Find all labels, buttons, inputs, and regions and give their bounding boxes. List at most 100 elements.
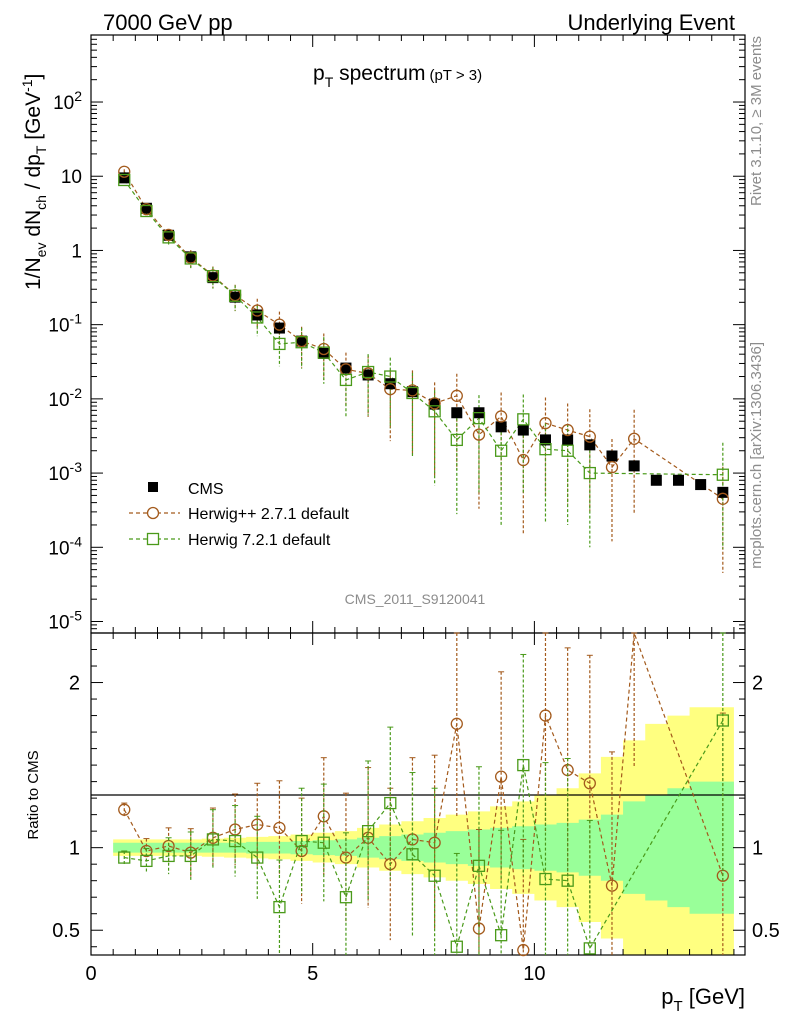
data-point-cms: [584, 439, 596, 451]
data-point-cms: [517, 424, 529, 436]
data-point-herwig7: [428, 405, 441, 418]
ratio-point-herwig7: [450, 940, 463, 953]
data-point-cms: [672, 474, 684, 486]
main-panel-series: [118, 165, 729, 574]
legend-label-herwigpp: Herwig++ 2.7.1 default: [188, 506, 350, 523]
data-point-herwig7: [206, 270, 220, 283]
data-point-cms: [140, 202, 152, 214]
series-line-ratio: [124, 720, 724, 950]
ratio-point-herwigpp: [583, 777, 596, 790]
series-line-main: [123, 171, 724, 500]
data-point-herwig7: [140, 204, 153, 218]
data-point-herwigpp: [539, 417, 552, 430]
y-tick-label-ratio: 0.5: [52, 920, 80, 942]
ratio-uncertainty-bands: [113, 707, 734, 955]
ratio-point-herwig7: [428, 869, 441, 882]
y-tick-label-ratio: 1: [69, 838, 80, 860]
y-tick-label-main: 10-4: [48, 533, 82, 559]
data-point-cms: [118, 172, 130, 184]
ratio-point-herwig7: [583, 942, 596, 955]
data-point-herwigpp: [628, 432, 641, 445]
header-right: Underlying Event: [567, 10, 735, 35]
legend-label-cms: CMS: [188, 481, 224, 498]
y-tick-label-main: 10-3: [48, 459, 82, 485]
data-point-cms: [273, 322, 285, 334]
header-left: 7000 GeV pp: [103, 10, 233, 35]
data-point-cms: [163, 229, 175, 241]
data-point-cms: [229, 291, 241, 303]
y-tick-label-ratio-right: 2: [752, 673, 763, 695]
ratio-point-herwig7: [716, 714, 729, 727]
legend-marker-herwig7: [146, 532, 160, 546]
y-tick-label-main: 10-1: [48, 311, 82, 337]
ratio-point-herwig7: [228, 834, 242, 848]
axis-tick-labels: 0 5 10 10-5 10-4 10-3 10-2 10-1 1 10 102 0.5 0.5 1 1 2 2: [48, 88, 779, 985]
data-point-cms: [451, 407, 463, 419]
y-tick-label-ratio-right: 1: [752, 838, 763, 860]
data-point-herwig7: [251, 311, 264, 324]
data-point-cms: [539, 434, 551, 446]
data-point-herwigpp: [384, 383, 397, 396]
data-point-cms: [650, 474, 662, 486]
ratio-point-herwig7: [295, 834, 308, 848]
ratio-point-herwig7: [317, 836, 330, 849]
ratio-point-herwig7: [339, 891, 353, 904]
data-point-herwig7: [561, 444, 574, 457]
legend-marker-herwigpp: [146, 506, 160, 520]
ratio-panel-series: [118, 632, 729, 957]
data-point-herwig7: [295, 336, 308, 349]
legend-label-herwig7: Herwig 7.2.1 default: [188, 532, 331, 549]
data-point-herwig7: [228, 289, 242, 302]
data-point-herwig7: [583, 466, 596, 480]
ratio-point-herwig7: [140, 854, 153, 868]
data-point-herwigpp: [118, 165, 131, 178]
ratio-point-herwig7: [206, 833, 220, 846]
y-axis-label-main: 1/Nev dNch / dpT [GeV-1]: [19, 74, 49, 290]
axis-ticks: [90, 34, 745, 955]
ratio-plot-frame: [90, 632, 746, 956]
y-tick-label-main: 1: [71, 241, 82, 262]
data-point-herwig7: [339, 373, 353, 387]
plot-title: pT spectrum (pT > 3): [313, 62, 482, 90]
ratio-point-herwig7: [251, 851, 264, 864]
y-tick-label-ratio-right: 0.5: [752, 920, 780, 942]
ratio-point-herwigpp: [539, 709, 552, 722]
data-point-herwig7: [162, 231, 175, 244]
data-point-cms: [185, 251, 197, 263]
legend-marker-cms: [148, 482, 158, 492]
data-point-herwigpp: [561, 423, 574, 437]
ratio-point-herwig7: [406, 848, 419, 861]
data-point-herwigpp: [450, 389, 463, 402]
data-point-herwig7: [472, 411, 486, 425]
y-axis-label-ratio: Ratio to CMS: [25, 750, 42, 839]
y-tick-label-ratio: 2: [69, 673, 80, 695]
data-point-herwigpp: [428, 397, 441, 410]
ratio-point-herwigpp: [494, 770, 508, 783]
data-point-herwig7: [539, 443, 552, 456]
data-point-cms: [695, 479, 707, 491]
data-point-herwigpp: [251, 304, 264, 317]
data-point-cms: [251, 309, 263, 321]
data-point-cms: [495, 421, 507, 433]
rivet-version-label: Rivet 3.1.10, ≥ 3M events: [748, 36, 765, 206]
ratio-point-herwig7: [184, 849, 197, 863]
ratio-point-herwig7: [539, 872, 552, 886]
data-point-herwig7: [494, 444, 508, 457]
data-point-herwig7: [273, 337, 286, 351]
series-line-main: [123, 179, 723, 476]
ratio-point-herwig7: [273, 900, 286, 914]
ratio-point-herwig7: [494, 929, 508, 942]
data-point-herwigpp: [472, 428, 486, 441]
data-point-herwigpp: [716, 492, 729, 505]
ratio-point-herwigpp: [450, 717, 463, 730]
data-point-herwig7: [517, 413, 530, 426]
ratio-point-herwig7: [118, 851, 131, 864]
analysis-id-watermark: CMS_2011_S9120041: [345, 591, 486, 607]
ratio-band-inner: [113, 781, 734, 914]
data-point-herwig7: [450, 433, 463, 447]
ratio-point-herwigpp: [428, 836, 441, 849]
data-point-herwigpp: [494, 410, 508, 423]
data-point-herwigpp: [517, 453, 530, 467]
data-point-cms: [362, 369, 374, 381]
